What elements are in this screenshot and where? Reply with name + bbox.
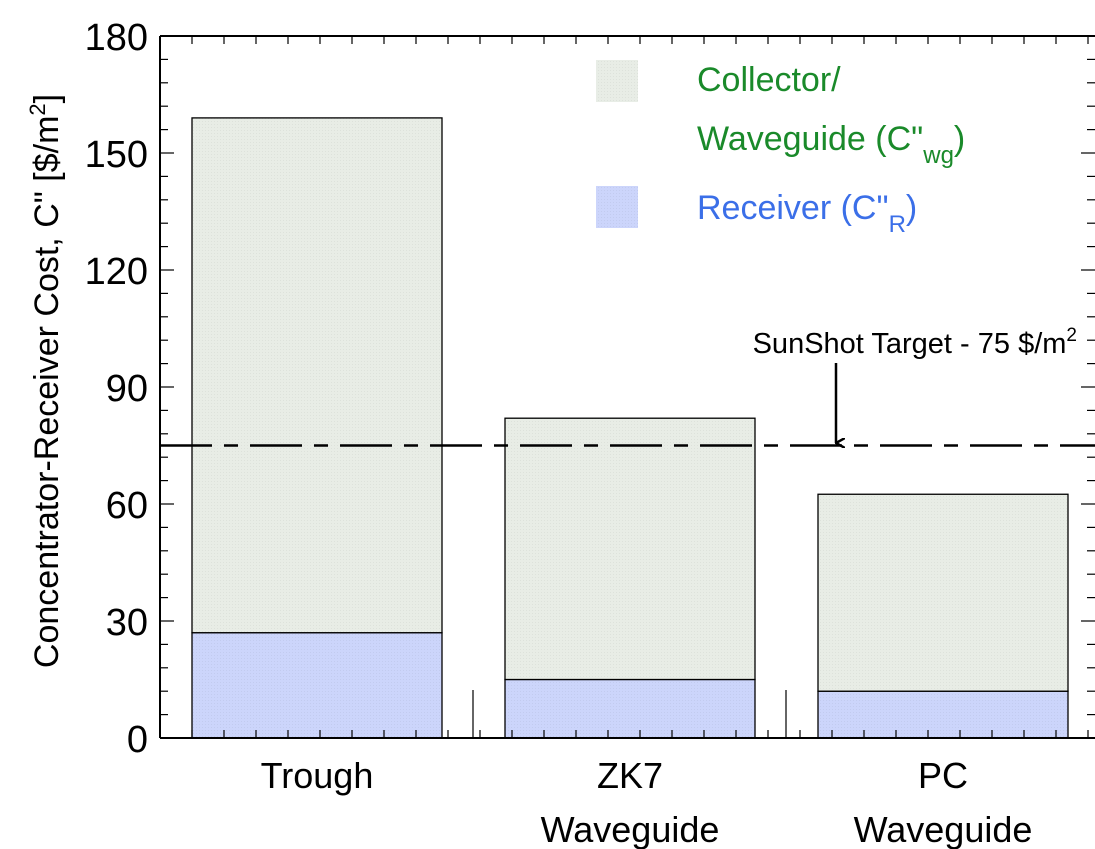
category-label-line1: PC bbox=[918, 755, 968, 796]
y-tick-label: 150 bbox=[85, 134, 148, 176]
legend-label-collector-line2: Waveguide (C"wg) bbox=[697, 120, 965, 169]
bars-layer bbox=[191, 117, 1069, 739]
sunshot-annotation: SunShot Target - 75 $/m2 bbox=[753, 325, 1077, 443]
category-label-line1: Trough bbox=[261, 755, 374, 796]
bar-texture-pc-receiver bbox=[818, 691, 1068, 738]
y-tick-label: 60 bbox=[106, 485, 148, 527]
legend-label-collector-line1: Collector/ bbox=[697, 61, 841, 99]
y-tick-label: 0 bbox=[127, 719, 148, 761]
y-axis-title: Concentrator-Receiver Cost, C" [$/m2] bbox=[25, 94, 66, 668]
bar-texture-trough-receiver bbox=[192, 632, 442, 738]
bar-texture-trough-collector-waveguide bbox=[192, 117, 442, 633]
y-tick-label: 90 bbox=[106, 368, 148, 410]
y-axis-title-superscript: 2 bbox=[25, 103, 50, 115]
legend-label-receiver: Receiver (C"R) bbox=[697, 189, 917, 238]
tick-label-layer: 0 30 60 90 120 150 180 bbox=[85, 17, 148, 761]
category-label-line2: Waveguide bbox=[854, 809, 1033, 849]
legend-receiver-subscript: R bbox=[889, 211, 906, 238]
category-label-line2: Waveguide bbox=[541, 809, 720, 849]
legend: Collector/ Waveguide (C"wg) Receiver (C"… bbox=[596, 60, 965, 238]
bar-texture-pc-collector-waveguide bbox=[818, 494, 1068, 692]
bar-texture-zk7-receiver bbox=[505, 679, 755, 738]
category-label-line1: ZK7 bbox=[597, 755, 663, 796]
y-tick-label: 30 bbox=[106, 602, 148, 644]
y-tick-label: 120 bbox=[85, 251, 148, 293]
sunshot-label-superscript: 2 bbox=[1066, 325, 1077, 346]
y-tick-label: 180 bbox=[85, 17, 148, 59]
bar-texture-zk7-collector-waveguide bbox=[505, 418, 755, 680]
category-label-layer: Trough ZK7 Waveguide PC Waveguide bbox=[261, 755, 1033, 849]
legend-collector-subscript: wg bbox=[922, 142, 954, 169]
sunshot-label: SunShot Target - 75 $/m2 bbox=[753, 325, 1077, 360]
axes-layer bbox=[159, 35, 1095, 739]
